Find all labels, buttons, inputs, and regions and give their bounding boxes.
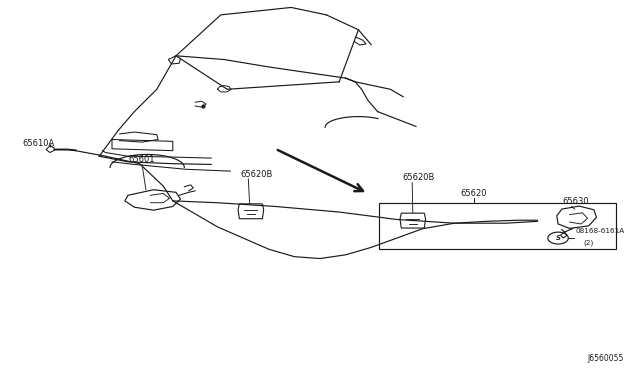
Text: 08168-6161A: 08168-6161A	[576, 228, 625, 234]
Text: (2): (2)	[584, 240, 594, 246]
Text: 65610A: 65610A	[22, 139, 54, 148]
Text: 65620: 65620	[460, 189, 487, 198]
Text: J6560055: J6560055	[588, 354, 624, 363]
Text: 65630: 65630	[562, 197, 589, 206]
Text: 65601: 65601	[128, 155, 154, 164]
Text: 65620B: 65620B	[402, 173, 435, 182]
Text: 65620B: 65620B	[240, 170, 273, 179]
Text: S: S	[556, 235, 561, 241]
Bar	[379, 203, 616, 249]
